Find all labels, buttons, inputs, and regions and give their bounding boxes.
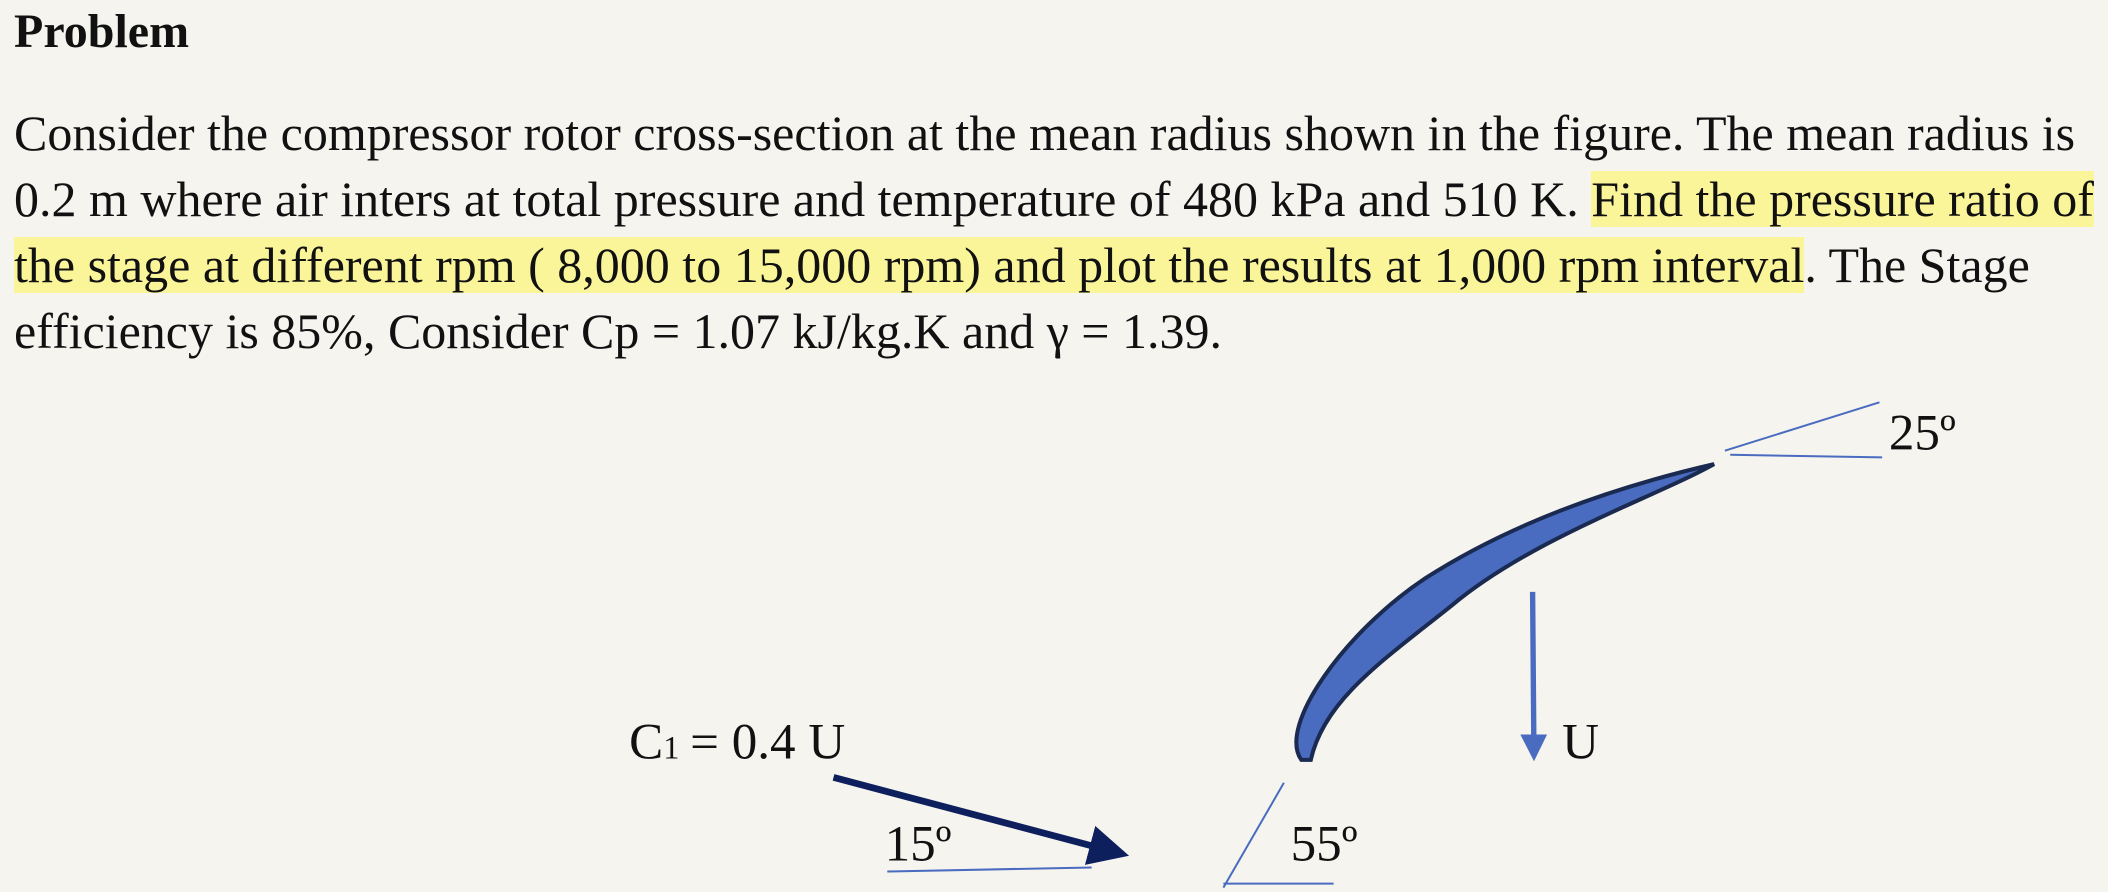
text: = 0.4 U bbox=[690, 714, 845, 771]
angle-line bbox=[1222, 782, 1285, 889]
inflow-arrow bbox=[832, 774, 1130, 865]
text: Consider the compressor rotor cross-sect… bbox=[14, 105, 2076, 227]
angle-line bbox=[1730, 453, 1883, 459]
angle-label: 15º bbox=[885, 816, 952, 873]
angle-label: 25º bbox=[1889, 404, 1956, 461]
blade-speed-label: U bbox=[1562, 714, 1599, 771]
blade-speed-arrow bbox=[1520, 591, 1548, 762]
subscript: 1 bbox=[663, 730, 679, 766]
problem-text: Consider the compressor rotor cross-sect… bbox=[14, 100, 2099, 364]
angle-label: 55º bbox=[1291, 816, 1358, 873]
angle-line bbox=[887, 866, 1092, 873]
text: . The Stage efficiency is 85%, Consider … bbox=[14, 237, 2030, 359]
symbol: C bbox=[629, 714, 663, 771]
title: Problem bbox=[14, 5, 190, 58]
inflow-label: C1 = 0.4 U bbox=[629, 714, 845, 771]
blade bbox=[1294, 462, 1716, 762]
angle-line bbox=[1724, 401, 1880, 452]
